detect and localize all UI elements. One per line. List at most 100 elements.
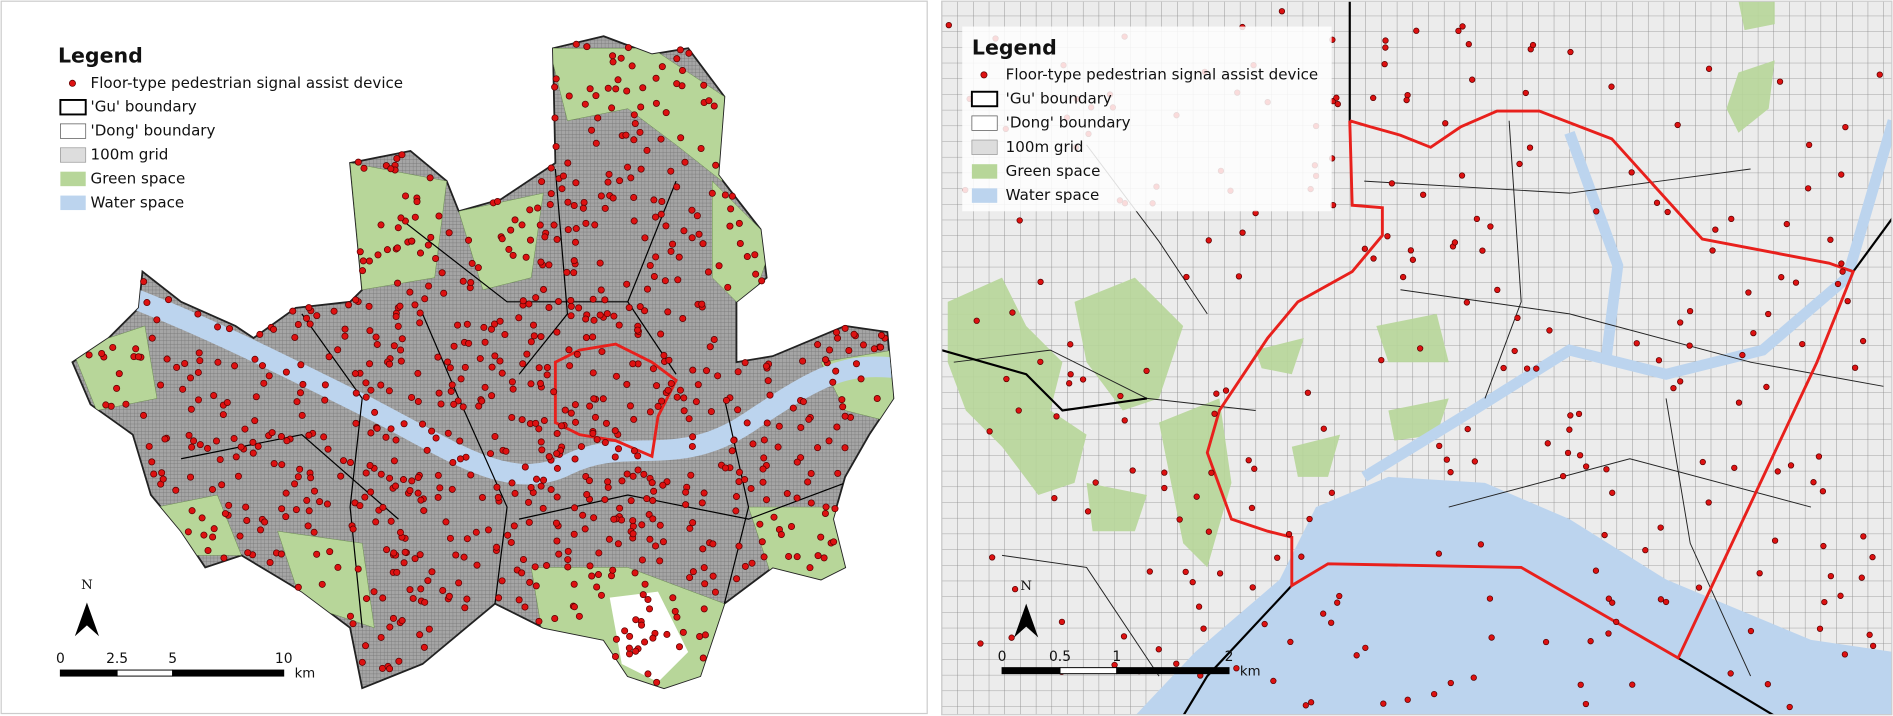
device-point: [1278, 8, 1286, 15]
device-point: [733, 575, 741, 583]
device-point: [604, 84, 612, 92]
device-point: [1629, 681, 1636, 688]
device-point: [601, 204, 609, 212]
device-point: [1487, 223, 1494, 230]
device-point: [518, 416, 526, 424]
device-point: [187, 405, 195, 413]
device-point: [596, 259, 604, 267]
device-point: [299, 380, 307, 388]
device-point: [554, 297, 562, 305]
device-point: [1471, 458, 1478, 465]
device-point: [583, 43, 591, 51]
device-point: [360, 164, 368, 172]
device-point: [700, 564, 708, 572]
device-point: [1092, 479, 1099, 486]
device-point: [444, 358, 452, 366]
device-point: [591, 221, 599, 229]
device-point: [688, 234, 696, 242]
device-point: [1576, 452, 1584, 459]
device-point: [195, 349, 203, 357]
legend-label: 'Dong' boundary: [1006, 114, 1131, 132]
device-point: [1677, 319, 1684, 326]
device-point: [367, 429, 375, 437]
device-point: [296, 389, 304, 397]
device-point: [1431, 690, 1438, 698]
device-point: [594, 114, 602, 122]
device-point: [611, 427, 619, 435]
device-point: [639, 84, 647, 92]
device-point: [1407, 247, 1414, 254]
device-point: [526, 578, 534, 586]
device-point: [265, 372, 273, 380]
device-point: [1380, 700, 1387, 707]
device-point: [277, 550, 285, 558]
device-point: [330, 307, 338, 315]
device-point: [748, 559, 756, 567]
device-point: [1677, 378, 1684, 385]
device-point: [735, 468, 743, 476]
device-point: [533, 475, 541, 483]
device-point: [558, 185, 566, 193]
device-point: [1764, 681, 1771, 688]
legend-label: Floor-type pedestrian signal assist devi…: [1006, 65, 1319, 83]
device-point: [821, 509, 829, 517]
device-point: [1285, 530, 1293, 538]
device-point: [592, 139, 600, 147]
device-point: [567, 409, 575, 417]
device-point: [237, 443, 245, 451]
device-point: [658, 197, 666, 205]
device-point: [282, 489, 290, 497]
device-point: [1208, 469, 1215, 476]
legend-title: Legend: [972, 35, 1057, 59]
device-point: [632, 647, 640, 655]
device-point: [1838, 260, 1845, 267]
device-point: [1121, 417, 1128, 424]
device-point: [730, 436, 738, 444]
device-point: [397, 346, 405, 354]
device-point: [822, 503, 830, 511]
device-point: [525, 518, 533, 526]
device-point: [589, 295, 597, 303]
device-point: [1608, 83, 1615, 90]
device-point: [673, 183, 681, 191]
device-point: [597, 286, 605, 294]
device-point: [538, 178, 546, 186]
device-point: [698, 300, 706, 308]
device-point: [455, 579, 463, 587]
device-point: [572, 40, 580, 48]
device-point: [661, 277, 669, 285]
device-point: [1248, 504, 1256, 512]
device-point: [1546, 327, 1553, 334]
device-point: [519, 297, 527, 305]
device-point: [1008, 634, 1015, 641]
device-point: [648, 479, 656, 487]
device-point: [629, 360, 637, 368]
device-point: [1382, 37, 1389, 44]
device-point: [493, 483, 501, 491]
device-point: [406, 288, 414, 296]
device-point: [543, 364, 551, 372]
device-point: [1274, 554, 1281, 561]
device-point: [172, 486, 180, 494]
device-point: [580, 198, 588, 206]
device-point: [1653, 199, 1661, 206]
device-point: [362, 642, 370, 650]
device-point: [530, 321, 538, 329]
map-furniture: Legend Floor-type pedestrian signal assis…: [56, 35, 1318, 681]
device-point: [386, 623, 394, 631]
device-point: [682, 488, 690, 496]
device-point: [243, 516, 251, 524]
device-point: [417, 249, 425, 257]
device-point: [1728, 215, 1735, 223]
device-point: [634, 466, 642, 474]
device-point: [1117, 392, 1124, 400]
device-point: [762, 362, 770, 370]
legend-symbol: [60, 171, 86, 187]
device-point: [617, 54, 625, 62]
device-point: [551, 114, 559, 122]
device-point: [1205, 237, 1212, 244]
device-point: [324, 445, 332, 453]
device-point: [461, 363, 469, 371]
device-point: [1756, 570, 1763, 577]
device-point: [417, 585, 425, 593]
